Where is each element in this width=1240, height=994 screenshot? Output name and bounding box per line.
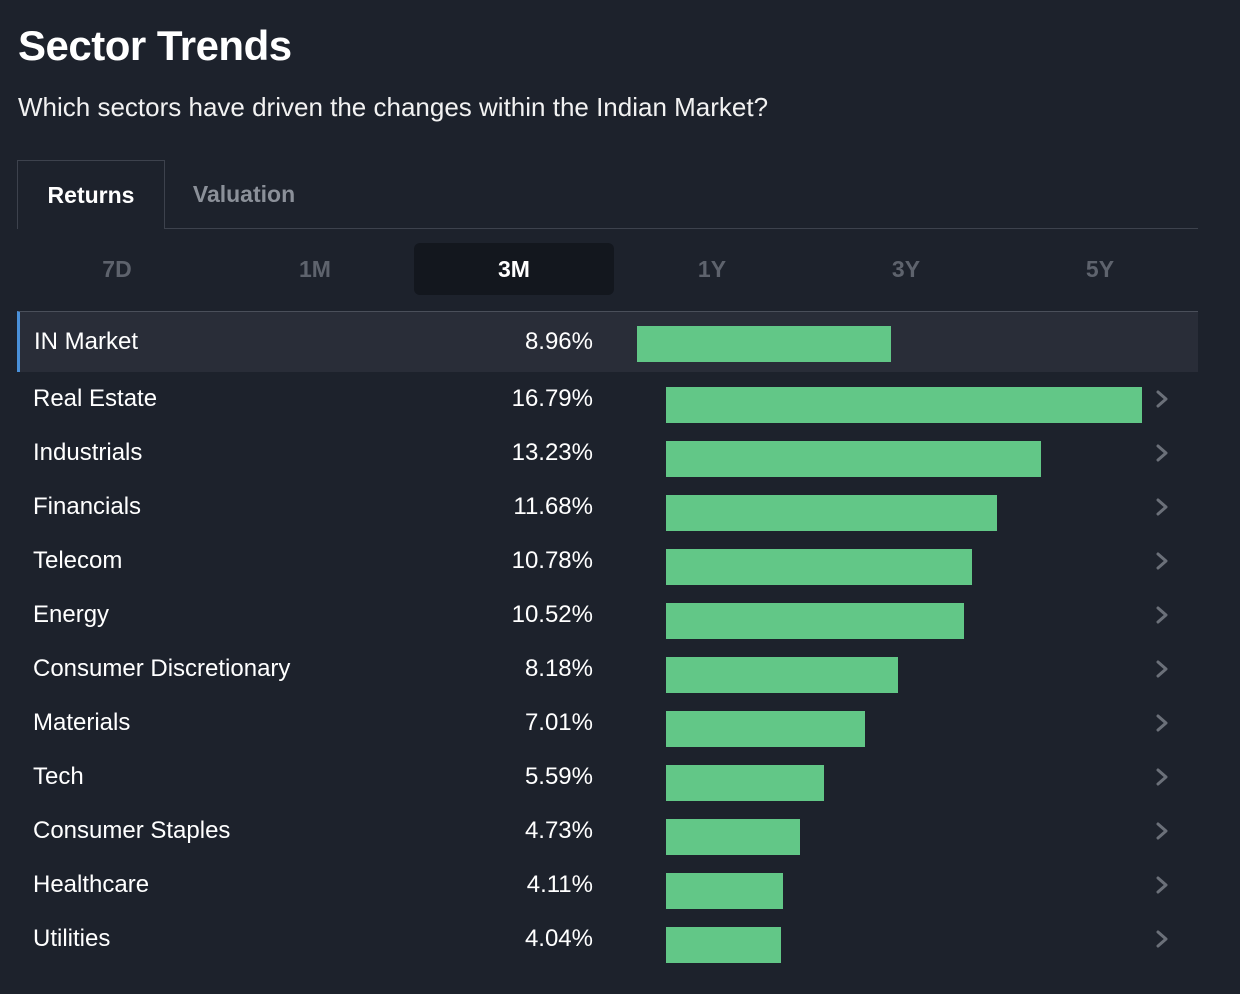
period-3m[interactable]: 3M [414, 243, 614, 295]
tab-returns[interactable]: Returns [17, 160, 165, 229]
period-1m[interactable]: 1M [299, 255, 331, 282]
sector-return-value: 10.78% [511, 547, 593, 574]
chevron-right-icon[interactable] [1155, 372, 1169, 426]
bar-consumer-staples [666, 819, 800, 855]
bar-in-market [637, 326, 891, 362]
period-selector: 7D 1M 3M 1Y 3Y 5Y [17, 243, 1198, 295]
sector-row[interactable]: Real Estate 16.79% [17, 372, 1198, 426]
sector-return-value: 7.01% [524, 709, 593, 736]
sector-row[interactable]: Telecom 10.78% [17, 534, 1198, 588]
chevron-right-icon[interactable] [1155, 912, 1169, 966]
sector-name: Telecom [33, 547, 123, 574]
sector-name: Industrials [33, 439, 143, 466]
sector-row[interactable]: Utilities 4.04% [17, 912, 1198, 966]
bar-tech [666, 765, 824, 801]
chevron-right-icon[interactable] [1155, 804, 1169, 858]
bar-healthcare [666, 873, 783, 909]
sector-name: IN Market [34, 328, 139, 355]
metric-tabs: Returns Valuation [17, 160, 1198, 229]
sector-return-value: 4.04% [524, 925, 593, 952]
chevron-right-icon[interactable] [1155, 858, 1169, 912]
sector-name: Tech [33, 763, 84, 790]
bar-utilities [666, 927, 781, 963]
sector-name: Energy [33, 601, 110, 628]
sector-row[interactable]: Energy 10.52% [17, 588, 1198, 642]
sector-row[interactable]: Financials 11.68% [17, 480, 1198, 534]
page-subtitle: Which sectors have driven the changes wi… [18, 92, 769, 122]
chevron-right-icon[interactable] [1155, 480, 1169, 534]
sector-bar-chart: IN Market 8.96% Real Estate 16.79% Industria… [17, 311, 1198, 966]
chevron-right-icon[interactable] [1155, 426, 1169, 480]
bar-telecom [666, 549, 972, 585]
page-title: Sector Trends [18, 22, 292, 69]
period-5y[interactable]: 5Y [1085, 255, 1115, 282]
bar-energy [666, 603, 964, 639]
sector-return-value: 8.96% [524, 328, 593, 355]
tab-valuation[interactable]: Valuation [192, 180, 296, 207]
sector-return-value: 10.52% [511, 601, 593, 628]
sector-name: Consumer Discretionary [33, 655, 291, 682]
sector-return-value: 13.23% [511, 439, 593, 466]
bar-financials [666, 495, 997, 531]
sector-return-value: 4.73% [524, 817, 593, 844]
chevron-right-icon[interactable] [1155, 642, 1169, 696]
sector-row[interactable]: Tech 5.59% [17, 750, 1198, 804]
sector-return-value: 5.59% [524, 763, 593, 790]
sector-row[interactable]: Industrials 13.23% [17, 426, 1198, 480]
chevron-right-icon[interactable] [1155, 750, 1169, 804]
sector-name: Financials [33, 493, 142, 520]
bar-consumer-discretionary [666, 657, 898, 693]
bar-real-estate [666, 387, 1142, 423]
chevron-right-icon[interactable] [1155, 534, 1169, 588]
sector-row[interactable]: Consumer Discretionary 8.18% [17, 642, 1198, 696]
sector-name: Healthcare [33, 871, 150, 898]
period-1y[interactable]: 1Y [697, 255, 727, 282]
chevron-right-icon[interactable] [1155, 696, 1169, 750]
sector-name: Real Estate [33, 385, 158, 412]
bar-industrials [666, 441, 1041, 477]
market-row: IN Market 8.96% [17, 311, 1198, 372]
period-7d[interactable]: 7D [102, 255, 132, 282]
sector-row[interactable]: Healthcare 4.11% [17, 858, 1198, 912]
sector-row[interactable]: Consumer Staples 4.73% [17, 804, 1198, 858]
sector-name: Materials [33, 709, 131, 736]
bar-materials [666, 711, 865, 747]
sector-return-value: 4.11% [526, 871, 593, 898]
sector-row[interactable]: Materials 7.01% [17, 696, 1198, 750]
sector-name: Utilities [33, 925, 111, 952]
period-3y[interactable]: 3Y [891, 255, 921, 282]
sector-return-value: 8.18% [524, 655, 593, 682]
chevron-right-icon[interactable] [1155, 588, 1169, 642]
sector-name: Consumer Staples [33, 817, 231, 844]
sector-return-value: 11.68% [513, 493, 593, 520]
sector-return-value: 16.79% [511, 385, 593, 412]
